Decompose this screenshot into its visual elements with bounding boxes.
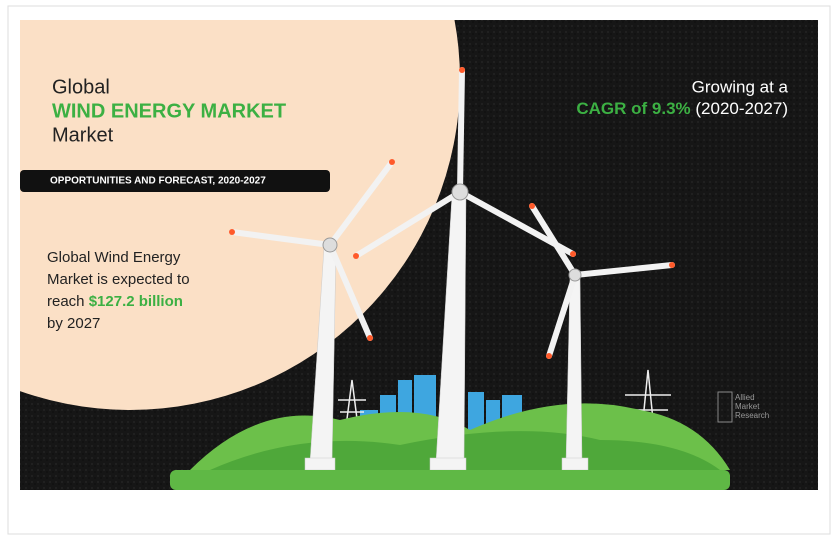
statement-line: reach $127.2 billion (47, 293, 183, 310)
statement-line: Global Wind Energy (47, 249, 181, 266)
growth-highlight: CAGR of 9.3% (576, 99, 690, 118)
growth-period: (2020-2027) (695, 99, 788, 118)
logo-text: Allied (735, 393, 755, 402)
page: Global WIND ENERGY MARKET Market OPPORTU… (0, 0, 836, 538)
infographic: Global WIND ENERGY MARKET Market OPPORTU… (0, 0, 836, 538)
picture (0, 0, 818, 490)
statement-text: reach (47, 293, 85, 310)
statement-line: by 2027 (47, 315, 100, 332)
growth-line: Growing at a (692, 77, 789, 96)
logo-text: Market (735, 402, 760, 411)
ground-bar (170, 470, 730, 490)
title-highlight: WIND ENERGY MARKET (52, 100, 286, 122)
banner-text: OPPORTUNITIES AND FORECAST, 2020-2027 (50, 176, 266, 187)
title-line: Market (52, 124, 114, 146)
growth-line: CAGR of 9.3% (2020-2027) (576, 99, 788, 118)
logo-text: Research (735, 411, 769, 420)
title-line: Global (52, 76, 110, 98)
statement-highlight: $127.2 billion (89, 293, 183, 310)
statement-line: Market is expected to (47, 271, 190, 288)
